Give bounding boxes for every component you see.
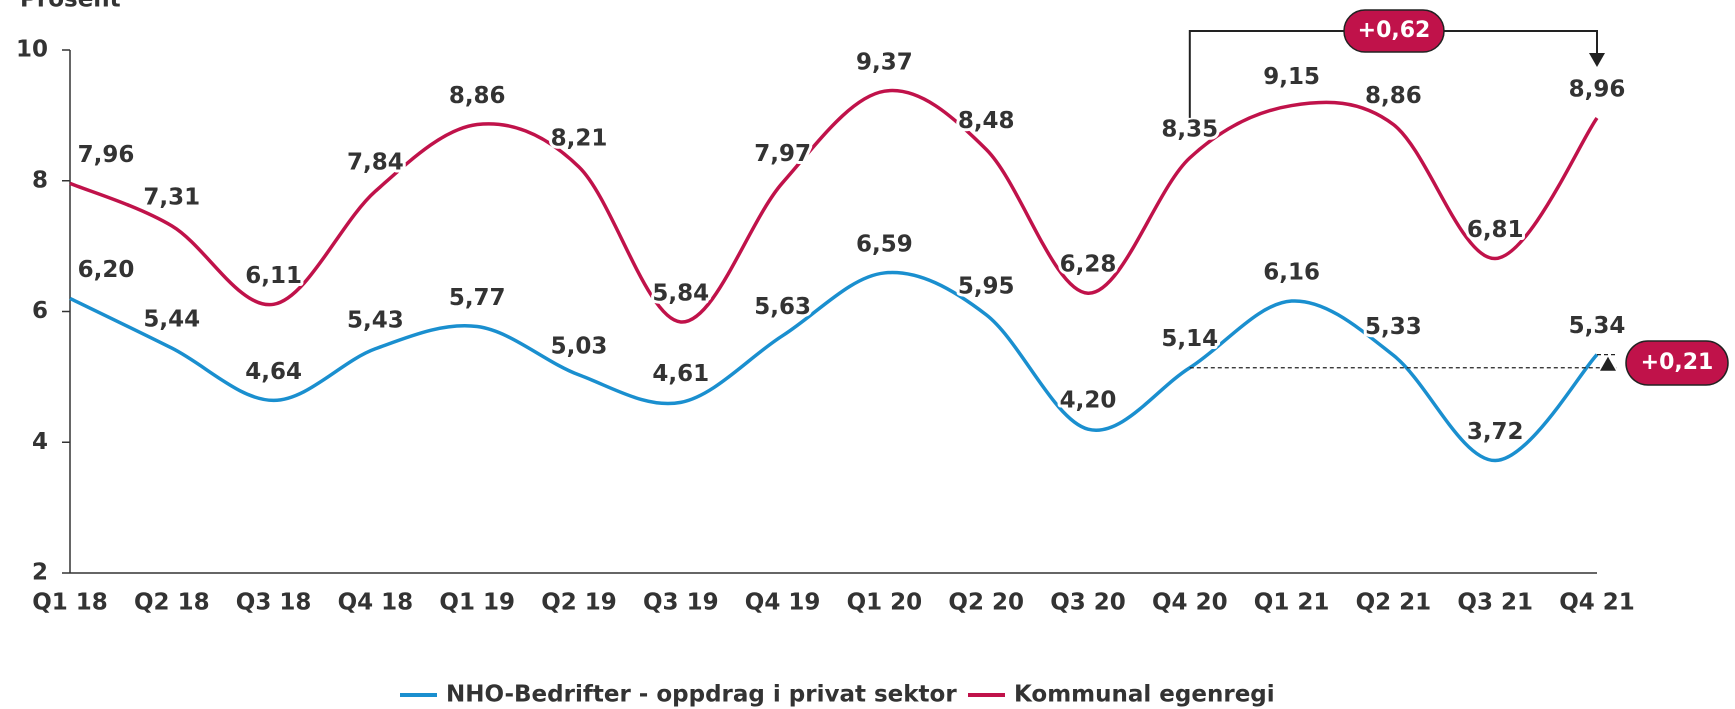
x-tick-label: Q3 20: [1050, 590, 1126, 616]
value-label: 6,81: [1467, 217, 1524, 243]
x-tick-label: Q4 21: [1559, 590, 1635, 616]
value-label: 4,20: [1060, 388, 1117, 414]
value-label: 5,63: [754, 294, 811, 320]
value-label: 5,03: [551, 333, 608, 359]
value-label: 8,35: [1161, 116, 1218, 142]
value-label: 5,84: [652, 280, 709, 306]
value-label: 8,48: [958, 108, 1015, 134]
legend-label: NHO-Bedrifter - oppdrag i privat sektor: [446, 682, 957, 708]
y-tick-label: 4: [32, 429, 48, 455]
x-tick-label: Q1 20: [847, 590, 923, 616]
value-label: 4,64: [245, 359, 302, 385]
value-label: 6,16: [1263, 260, 1320, 286]
value-label: 7,96: [78, 142, 135, 168]
x-tick-label: Q2 21: [1356, 590, 1432, 616]
x-tick-label: Q1 21: [1254, 590, 1330, 616]
value-label: 6,11: [245, 263, 302, 289]
x-tick-label: Q2 19: [541, 590, 617, 616]
value-label: 5,77: [449, 285, 506, 311]
x-tick-label: Q4 19: [745, 590, 821, 616]
value-label: 5,14: [1161, 326, 1218, 352]
value-label: 8,86: [449, 83, 506, 109]
annotation: +0,62: [1358, 18, 1431, 43]
value-label: 9,15: [1263, 64, 1320, 90]
x-tick-label: Q3 18: [236, 590, 312, 616]
value-label: 8,21: [551, 126, 608, 152]
value-label: 7,84: [347, 150, 404, 176]
x-tick-label: Q4 20: [1152, 590, 1228, 616]
value-label: 9,37: [856, 50, 913, 76]
line-series: [69, 270, 1599, 463]
value-label: 7,97: [754, 141, 811, 167]
value-label: 6,59: [856, 231, 913, 257]
value-label: 8,96: [1569, 76, 1626, 102]
value-label: 3,72: [1467, 419, 1524, 445]
value-label: 4,61: [652, 361, 709, 387]
x-tick-label: Q1 18: [32, 590, 108, 616]
value-label: 5,33: [1365, 314, 1422, 340]
y-tick-label: 6: [32, 298, 48, 324]
arrow: [1589, 53, 1605, 67]
value-label: 8,86: [1365, 83, 1422, 109]
value-label: 5,44: [143, 307, 200, 333]
x-tick-label: Q4 18: [338, 590, 414, 616]
y-tick-label: 2: [32, 560, 48, 586]
legend-label: Kommunal egenregi: [1014, 682, 1275, 708]
x-tick-label: Q2 18: [134, 590, 210, 616]
value-label: 5,34: [1569, 313, 1626, 339]
x-tick-label: Q1 19: [439, 590, 515, 616]
line-series: [69, 88, 1599, 324]
annotation-pill: [1343, 9, 1445, 53]
value-label: 6,20: [78, 257, 135, 283]
value-label: 6,28: [1060, 252, 1117, 278]
y-axis-label: Prosent: [20, 0, 121, 13]
arrow: [1600, 356, 1616, 371]
x-tick-label: Q3 21: [1457, 590, 1533, 616]
value-label: 7,31: [143, 184, 200, 210]
value-label: 5,43: [347, 307, 404, 333]
annotation: +0,21: [1641, 350, 1714, 375]
x-tick-label: Q2 20: [948, 590, 1024, 616]
value-label: 5,95: [958, 273, 1015, 299]
annotation-pill: [1625, 340, 1729, 386]
x-tick-label: Q3 19: [643, 590, 719, 616]
y-tick-label: 10: [16, 37, 48, 63]
y-tick-label: 8: [32, 167, 48, 193]
